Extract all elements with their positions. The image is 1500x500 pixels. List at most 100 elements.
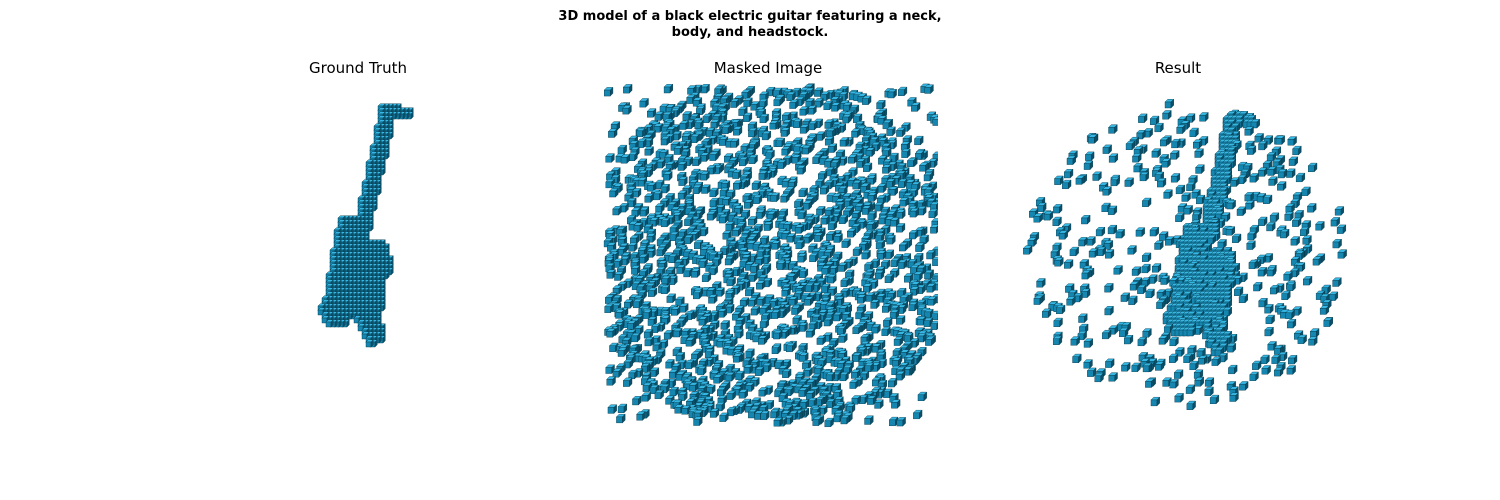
voxel-cube (897, 259, 908, 270)
voxel-cube (775, 137, 786, 148)
voxel-cube (692, 289, 703, 300)
voxel-cube (866, 175, 877, 185)
voxel-cube (647, 287, 658, 298)
voxel-cube (1128, 295, 1138, 306)
voxel-cube (758, 387, 768, 397)
voxel-cube (827, 273, 837, 284)
voxel-cube (747, 121, 758, 132)
voxel-cube (1174, 392, 1184, 403)
voxel-cube (751, 180, 762, 191)
result-panel: Result (1008, 58, 1348, 438)
voxel-cube (729, 138, 740, 148)
voxel-cube (1244, 191, 1254, 202)
voxel-cube (886, 126, 896, 137)
voxel-cube (1269, 284, 1280, 295)
voxel-cube (649, 367, 660, 378)
ground-truth-title: Ground Truth (309, 59, 407, 77)
voxel-cube (862, 283, 873, 293)
voxel-cube (897, 178, 908, 189)
voxel-cube (799, 124, 810, 134)
voxel-cube (772, 329, 783, 340)
voxel-cube (697, 365, 707, 376)
voxel-cube (655, 203, 665, 213)
voxel-cube (771, 309, 781, 320)
voxel-cube (851, 210, 862, 220)
voxel-cube (1066, 296, 1076, 306)
voxel-cube (722, 230, 732, 240)
voxel-cube (887, 377, 898, 388)
voxel-cube (1264, 303, 1274, 314)
voxel-cube (747, 297, 758, 307)
voxel-cube (791, 305, 801, 316)
voxel-cube (798, 268, 809, 279)
voxel-cube (1160, 275, 1170, 285)
voxel-cube (755, 209, 766, 220)
voxel-cube (1288, 156, 1299, 167)
voxel-cube (609, 187, 619, 198)
voxel-cube (821, 265, 831, 275)
voxel-cube (870, 299, 880, 309)
voxel-cube (910, 102, 921, 112)
voxel-cube (802, 233, 813, 244)
voxel-cube (636, 127, 646, 138)
voxel-cube (1075, 175, 1086, 185)
voxel-cube (1189, 360, 1199, 371)
voxel-cube (888, 186, 899, 196)
voxel-cube (824, 417, 834, 428)
voxel-cube (1070, 336, 1081, 346)
voxel-cube (797, 252, 808, 263)
voxel-cube (735, 370, 745, 381)
voxel-cube (1087, 134, 1098, 144)
voxel-cube (817, 170, 828, 181)
voxel-cube (628, 242, 638, 252)
voxel-cube (1053, 317, 1063, 328)
voxel-cube (1110, 176, 1121, 187)
voxel-cube (1185, 384, 1196, 395)
voxel-cube (1231, 233, 1242, 244)
voxel-cube (890, 399, 901, 409)
voxel-cube (1137, 336, 1148, 347)
voxel-cube (732, 353, 743, 363)
voxel-cube (887, 88, 898, 99)
voxel-cube (1036, 202, 1047, 213)
voxel-cube (816, 335, 827, 346)
voxel-cube (837, 262, 848, 272)
voxel-cube (641, 392, 652, 402)
voxel-cube (677, 161, 688, 171)
voxel-cube (773, 96, 783, 107)
voxel-cube (918, 162, 929, 172)
voxel-cube (1204, 386, 1214, 397)
voxel-cube (713, 374, 723, 384)
voxel-cube (1151, 148, 1162, 158)
voxel-cube (741, 89, 751, 100)
voxel-cube (884, 273, 895, 284)
voxel-cube (1150, 396, 1161, 407)
voxel-cube (612, 368, 623, 378)
voxel-cube (631, 187, 642, 198)
voxel-cube (1145, 288, 1155, 299)
voxel-cube (803, 296, 814, 306)
voxel-cube (1309, 328, 1320, 338)
voxel-cube (748, 154, 758, 165)
voxel-cube (709, 187, 719, 198)
voxel-cube (871, 323, 881, 334)
voxel-cube (1248, 259, 1259, 270)
voxel-cube (876, 99, 886, 110)
voxel-cube (1189, 127, 1199, 138)
voxel-cube (1127, 245, 1137, 255)
voxel-cube (672, 327, 683, 338)
voxel-cube (1226, 342, 1237, 353)
voxel-cube (758, 170, 769, 181)
voxel-cube (819, 184, 830, 195)
voxel-cube (1183, 205, 1194, 215)
voxel-cube (654, 111, 665, 121)
voxel-cube (732, 180, 743, 190)
voxel-cube (864, 415, 874, 425)
voxel-cube (1154, 240, 1164, 250)
voxel-cube (1268, 176, 1278, 186)
voxel-cube (1194, 377, 1204, 387)
voxel-cube (1286, 318, 1297, 329)
voxel-cube (765, 149, 775, 160)
voxel-cube (662, 171, 673, 181)
voxel-cube (838, 333, 848, 343)
